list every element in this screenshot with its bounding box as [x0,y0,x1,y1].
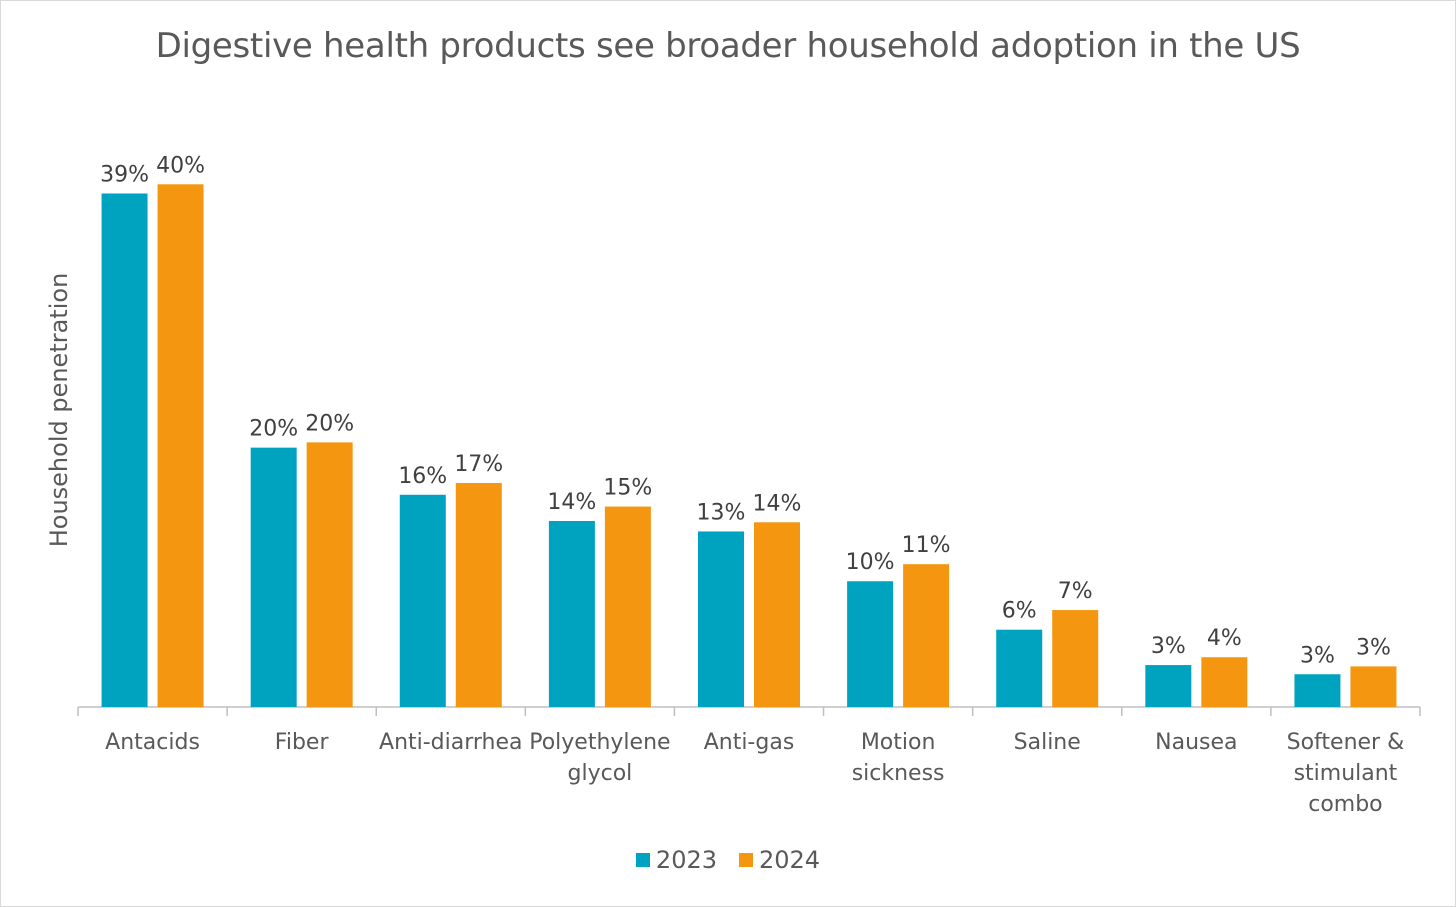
data-label-2023-saline: 6% [1002,599,1037,624]
data-label-2023-softener-stimulant-combo: 3% [1300,643,1335,668]
bar-2023-anti-gas [698,531,744,707]
chart-title: Digestive health products see broader ho… [155,26,1301,66]
bar-2024-fiber [306,442,353,707]
data-label-2023-nausea: 3% [1151,634,1186,659]
legend-label-2023: 2023 [655,846,717,874]
category-label-saline: Saline [1014,730,1081,755]
data-label-2024-saline: 7% [1058,579,1093,604]
category-label-antacids: Antacids [105,730,200,755]
bar-2024-nausea [1201,657,1248,707]
data-label-2024-polyethylene-glycol: 15% [603,476,652,501]
data-label-2023-fiber: 20% [249,417,298,442]
data-label-2024-nausea: 4% [1207,626,1242,651]
legend-item-2024: 2024 [739,846,820,874]
category-label-motion-sickness: Motion sickness [852,730,945,786]
legend-swatch-2023 [635,853,650,867]
data-label-2023-anti-diarrhea: 16% [398,464,447,489]
bar-2023-polyethylene-glycol [548,520,595,707]
bar-2023-anti-diarrhea [399,494,446,707]
data-label-2023-motion-sickness: 10% [846,550,895,575]
bar-2024-antacids [157,184,204,707]
data-label-2023-anti-gas: 13% [697,500,746,525]
legend-item-2023: 2023 [635,846,717,874]
bar-2024-anti-diarrhea [455,482,502,707]
category-label-anti-diarrhea: Anti-diarrhea [379,730,523,755]
category-label-nausea: Nausea [1155,730,1237,755]
bar-2023-antacids [101,193,148,708]
category-label-polyethylene-glycol: Polyethylene glycol [529,730,670,786]
bar-2024-motion-sickness [903,564,950,707]
legend-label-2024: 2024 [759,846,821,874]
data-label-2023-antacids: 39% [100,162,149,187]
bar-2023-softener-stimulant-combo [1294,674,1341,707]
bar-2024-softener-stimulant-combo [1350,666,1397,707]
bar-2023-saline [996,629,1043,707]
chart-legend: 2023 2024 [0,846,1456,874]
bar-2023-nausea [1145,665,1192,707]
bar-2023-fiber [250,447,297,707]
bar-2024-polyethylene-glycol [604,506,651,707]
data-label-2024-anti-diarrhea: 17% [454,452,503,477]
category-label-anti-gas: Anti-gas [704,730,795,755]
bar-2024-anti-gas [754,522,800,707]
data-label-2024-antacids: 40% [156,153,205,178]
category-label-softener-stimulant-combo: Softener & stimulant combo [1287,730,1405,817]
data-label-2024-anti-gas: 14% [753,491,802,516]
bar-2024-saline [1052,610,1099,707]
legend-swatch-2024 [739,853,753,867]
bar-2023-motion-sickness [847,581,894,707]
data-label-2024-fiber: 20% [305,411,354,436]
data-label-2024-motion-sickness: 11% [902,533,951,558]
data-label-2023-polyethylene-glycol: 14% [547,490,596,515]
category-label-fiber: Fiber [275,730,330,755]
data-label-2024-softener-stimulant-combo: 3% [1356,635,1391,660]
